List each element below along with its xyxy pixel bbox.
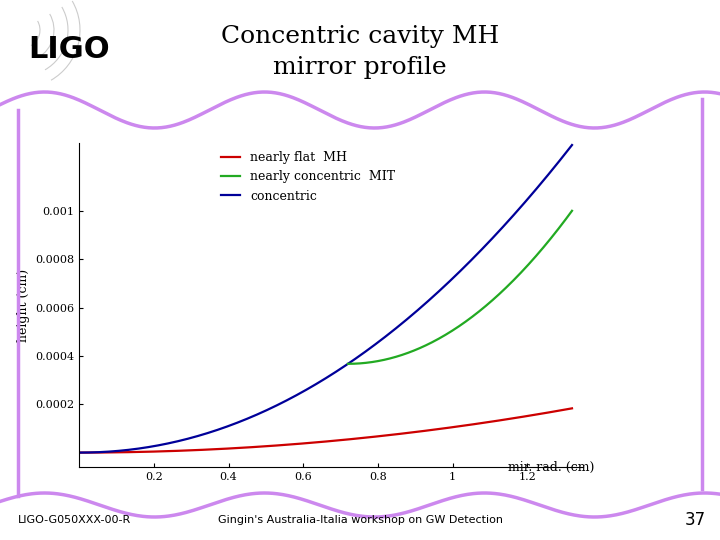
- Legend: nearly flat  MH, nearly concentric  MIT, concentric: nearly flat MH, nearly concentric MIT, c…: [217, 146, 400, 207]
- Text: 37: 37: [685, 511, 706, 529]
- Text: LIGO: LIGO: [28, 36, 109, 64]
- Text: mir. rad. (cm): mir. rad. (cm): [508, 461, 595, 474]
- Text: LIGO-G050XXX-00-R: LIGO-G050XXX-00-R: [18, 515, 131, 525]
- Text: Gingin's Australia-Italia workshop on GW Detection: Gingin's Australia-Italia workshop on GW…: [217, 515, 503, 525]
- Y-axis label: height (cm): height (cm): [17, 268, 30, 342]
- Text: Concentric cavity MH
mirror profile: Concentric cavity MH mirror profile: [221, 25, 499, 79]
